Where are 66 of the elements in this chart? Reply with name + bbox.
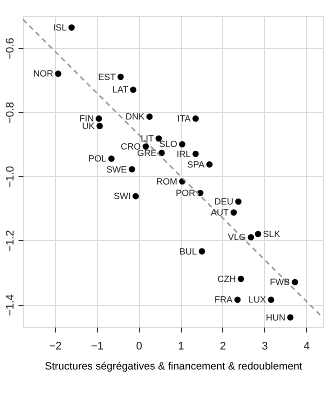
point [268,296,274,303]
annotation: ISL [53,22,67,33]
point [142,143,149,150]
annotation: CZH [217,274,236,284]
y-tick-label: −1.2 [4,230,16,252]
x-tick-label: 0 [136,340,142,352]
point [230,209,237,216]
point [192,115,199,122]
point [292,278,298,286]
point [238,276,244,282]
x-tick-label: 4 [304,340,310,352]
point [234,296,241,303]
annotation: IRL [176,148,191,159]
y-tick-label: −1.4 [4,294,16,316]
annotation: SLO [159,139,178,150]
point [287,314,294,321]
point [130,86,136,93]
annotation: HUN [266,312,286,322]
x-tick-label: 3 [262,340,268,352]
point [96,115,102,122]
x-tick-label: −1 [90,340,104,352]
point [117,74,124,80]
x-axis-title: Structures ségrégatives & financement & redoublement [44,360,302,372]
point [158,150,165,156]
x-tick-label: 2 [220,340,226,352]
point [55,70,62,77]
annotation: SPA [187,159,204,170]
annotation: POR [176,188,196,198]
annotation: EST [98,72,116,82]
x-tick-label: −2 [49,340,62,352]
y-tick-label: −1.0 [4,166,16,188]
point [96,122,103,130]
annotation: POL [88,154,106,164]
annotation: BUL [179,246,197,256]
point [128,166,136,172]
annotation: DNK [126,112,145,122]
annotation: ROM [156,176,178,186]
annotation: CRO [120,141,141,152]
annotation: ITA [177,114,191,124]
x-tick-label: 1 [178,340,184,352]
point [146,114,153,120]
point [68,24,75,31]
annotation: LIT [140,133,154,144]
point [132,193,139,200]
annotation: LAT [112,84,129,95]
annotation: SWI [114,191,131,202]
point [206,161,213,168]
y-tick-label: −0.8 [4,102,16,124]
point [198,248,206,254]
annotation: VLG [228,232,246,242]
annotation: NOR [33,68,54,79]
annotation: DEU [214,196,234,207]
annotation: SWE [106,164,127,174]
point [254,230,262,238]
annotation: FRA [214,294,233,305]
annotation: FWB [270,277,290,288]
point [108,156,115,162]
point [235,198,242,205]
point [156,135,162,142]
point [192,150,199,158]
point [248,234,254,240]
y-tick-label: −0.6 [4,38,16,60]
annotation: AUT [210,208,230,218]
point [179,141,186,148]
annotation: LUX [248,294,266,305]
annotation: SLK [263,229,280,240]
